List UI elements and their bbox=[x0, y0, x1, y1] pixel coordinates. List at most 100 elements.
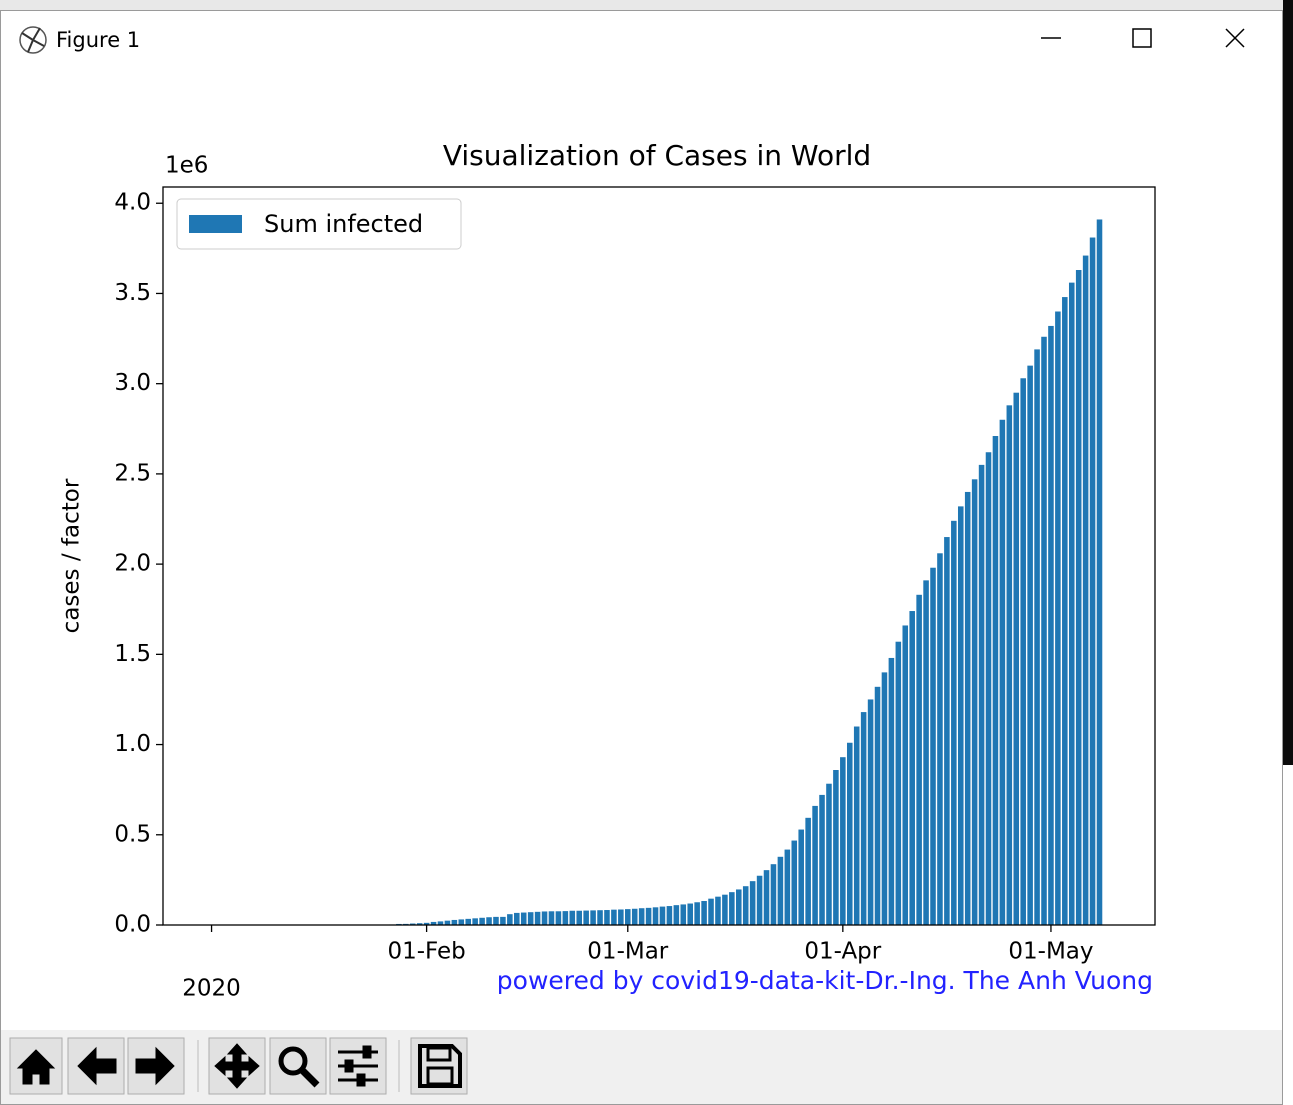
bar bbox=[798, 829, 804, 925]
bar bbox=[493, 916, 499, 925]
bar bbox=[430, 921, 437, 925]
bar bbox=[812, 805, 818, 925]
bar bbox=[666, 906, 673, 925]
plot-area bbox=[163, 187, 1155, 925]
bar bbox=[736, 889, 742, 925]
chart-title: Visualization of Cases in World bbox=[443, 139, 871, 172]
bar bbox=[971, 479, 978, 925]
bar bbox=[1041, 336, 1047, 926]
zoom-icon-handle bbox=[299, 1067, 320, 1088]
bar bbox=[881, 672, 888, 925]
bar bbox=[1034, 349, 1040, 925]
legend-label: Sum infected bbox=[264, 210, 423, 238]
save-icon-shutter bbox=[426, 1046, 452, 1062]
bar bbox=[680, 904, 687, 925]
bar bbox=[645, 907, 652, 925]
y-tick-label: 1.5 bbox=[114, 641, 151, 667]
bar bbox=[590, 910, 596, 925]
pan-icon bbox=[214, 1043, 260, 1089]
bar bbox=[833, 770, 839, 925]
back-icon bbox=[77, 1046, 117, 1086]
toolbar-buttons bbox=[9, 1037, 468, 1095]
bar bbox=[888, 657, 895, 925]
bar bbox=[423, 922, 430, 925]
bar bbox=[784, 849, 791, 925]
bar bbox=[826, 783, 832, 925]
y-tick-label: 3.0 bbox=[114, 370, 151, 396]
legend-swatch bbox=[189, 215, 242, 233]
bar bbox=[631, 908, 638, 925]
bar bbox=[1068, 282, 1075, 925]
forward-icon bbox=[135, 1046, 175, 1086]
bar bbox=[437, 921, 444, 925]
bar bbox=[548, 911, 555, 925]
background-strip bbox=[0, 0, 1283, 10]
bar bbox=[992, 436, 999, 925]
y-axis-label: cases / factor bbox=[59, 478, 85, 633]
y-offset-label: 1e6 bbox=[165, 153, 208, 179]
y-tick-label: 0.0 bbox=[114, 912, 151, 938]
bar bbox=[673, 905, 680, 925]
bar bbox=[957, 506, 964, 925]
bar bbox=[805, 817, 811, 925]
bar bbox=[416, 923, 423, 925]
bar bbox=[937, 553, 943, 925]
legend-frame bbox=[176, 198, 462, 250]
bar bbox=[458, 919, 465, 925]
bar bbox=[507, 914, 513, 925]
bar bbox=[1006, 405, 1013, 925]
x-tick-label: 01-Apr bbox=[804, 939, 881, 965]
bar bbox=[902, 625, 909, 925]
bar bbox=[604, 910, 610, 925]
bar bbox=[1075, 270, 1082, 925]
bar bbox=[465, 918, 472, 925]
bar bbox=[659, 906, 666, 925]
bar bbox=[708, 898, 714, 925]
bar bbox=[541, 911, 548, 925]
bar bbox=[756, 875, 763, 925]
zoom-button[interactable] bbox=[269, 1037, 327, 1095]
save-icon bbox=[418, 1044, 462, 1088]
bar bbox=[749, 881, 756, 925]
bar bbox=[652, 907, 659, 925]
bar bbox=[618, 909, 624, 925]
annotation: powered by covid19-data-kit-Dr.-Ing. The… bbox=[497, 966, 1153, 995]
bar bbox=[978, 464, 985, 925]
bar bbox=[514, 912, 520, 925]
bar bbox=[569, 910, 576, 925]
bar bbox=[479, 917, 485, 925]
bar bbox=[1020, 378, 1026, 926]
bar bbox=[1096, 219, 1103, 925]
plot: Visualization of Cases in World 1e6 case… bbox=[59, 139, 1156, 1002]
bar bbox=[763, 870, 770, 925]
bar bbox=[985, 452, 992, 925]
bar bbox=[874, 686, 881, 925]
bar bbox=[909, 611, 915, 925]
close-button[interactable] bbox=[1225, 28, 1245, 48]
bar bbox=[625, 909, 631, 925]
bar bbox=[715, 896, 721, 925]
bar bbox=[1055, 311, 1061, 925]
y-tick-label: 0.5 bbox=[114, 821, 151, 847]
bar bbox=[562, 911, 569, 925]
bar bbox=[867, 699, 874, 925]
bar bbox=[964, 491, 971, 925]
configure-icon bbox=[338, 1045, 378, 1087]
bar bbox=[687, 903, 693, 925]
y-tick-label: 1.0 bbox=[114, 731, 151, 757]
bar bbox=[611, 909, 617, 925]
background-terminal bbox=[1283, 0, 1293, 765]
bar bbox=[597, 910, 603, 925]
maximize-button[interactable] bbox=[1132, 28, 1152, 48]
window-title: Figure 1 bbox=[56, 28, 140, 52]
bar bbox=[1062, 297, 1068, 925]
bar bbox=[853, 726, 860, 925]
y-tick-label: 4.0 bbox=[114, 190, 151, 216]
home-icon bbox=[16, 1049, 56, 1085]
bar bbox=[1082, 255, 1089, 925]
save-icon-label bbox=[426, 1066, 454, 1086]
bar bbox=[729, 892, 735, 925]
bar bbox=[1027, 365, 1033, 925]
bar bbox=[944, 537, 950, 925]
